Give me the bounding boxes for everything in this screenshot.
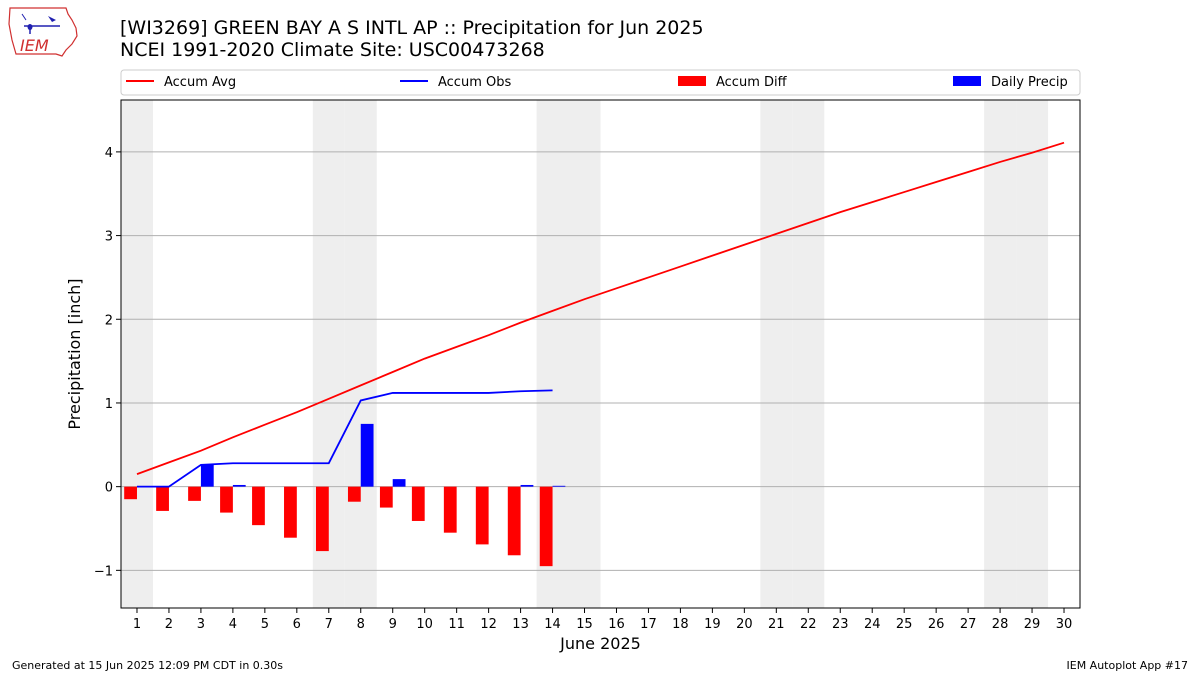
accum-diff-bar [411,486,425,521]
y-axis: −1 0 1 2 3 4 [94,146,121,579]
grid-lines [121,151,1080,571]
logo-text: IEM [20,36,49,55]
accum-diff-bar [284,486,297,538]
y-tick-label: 4 [105,146,113,161]
accum-diff-bar [188,486,201,501]
chart-subtitle: NCEI 1991-2020 Climate Site: USC00473268 [120,39,545,61]
series-lines [136,141,1065,488]
iem-logo: IEM [8,7,78,57]
daily-precip-bar [392,479,406,487]
accum-diff-bar [124,486,137,500]
x-tick-label: 30 [1056,617,1073,632]
x-tick-label: 10 [416,617,433,632]
x-tick-label: 9 [389,617,397,632]
x-tick-label: 13 [512,617,529,632]
x-axis-label: June 2025 [559,634,641,653]
x-tick-label: 1 [133,617,141,632]
weekend-band [121,100,153,608]
accum-diff-bar [220,486,233,513]
x-tick-label: 26 [928,617,945,632]
accum-diff-bar [347,486,361,502]
accum-avg-line [136,141,1065,475]
x-tick-label: 18 [672,617,689,632]
accum-diff-bar [507,486,521,556]
legend-label: Daily Precip [991,75,1068,90]
legend: Accum Avg Accum Obs Accum Diff Daily Precip [120,69,1081,96]
x-tick-label: 11 [448,617,465,632]
x-tick-label: 19 [704,617,721,632]
legend-label: Accum Obs [438,75,511,90]
legend-label: Accum Avg [164,75,236,90]
legend-swatch [953,76,981,86]
x-tick-label: 27 [960,617,977,632]
accum-diff-bar [252,486,265,526]
accum-diff-bar [156,486,169,511]
weekend-band [344,100,377,608]
x-tick-label: 14 [544,617,561,632]
app-credit: IEM Autoplot App #17 [1066,659,1189,672]
daily-precip-bar [360,423,374,487]
weekend-band [792,100,825,608]
plot-frame [120,99,1081,609]
y-tick-label: 1 [105,397,113,412]
x-tick-label: 28 [992,617,1009,632]
daily-precip-bar [552,485,566,487]
weekend-band [568,100,601,608]
x-tick-label: 15 [576,617,593,632]
x-tick-label: 20 [736,617,753,632]
x-tick-label: 12 [480,617,497,632]
x-tick-label: 29 [1024,617,1041,632]
x-tick-label: 6 [293,617,301,632]
x-tick-label: 7 [325,617,333,632]
x-tick-label: 4 [229,617,237,632]
accum-diff-bar [539,486,553,567]
x-tick-label: 21 [768,617,785,632]
chart-title: [WI3269] GREEN BAY A S INTL AP :: Precip… [120,17,704,39]
x-tick-label: 23 [832,617,849,632]
x-tick-label: 3 [197,617,205,632]
accum-diff-bar [315,486,329,552]
daily-precip-bar [520,484,534,487]
y-axis-label: Precipitation [inch] [65,278,84,429]
x-tick-label: 25 [896,617,913,632]
x-tick-label: 17 [640,617,657,632]
daily-precip-bar [232,484,246,487]
x-tick-label: 24 [864,617,881,632]
weekend-band [1016,100,1049,608]
generated-note: Generated at 15 Jun 2025 12:09 PM CDT in… [12,659,284,672]
accum-diff-bar [475,486,489,545]
x-tick-label: 2 [165,617,173,632]
weekend-band [984,100,1017,608]
weekend-band [760,100,793,608]
y-tick-label: 0 [105,481,113,496]
y-tick-label: 2 [105,313,113,328]
accum-diff-bar [379,486,393,508]
daily-precip-bar [200,464,214,487]
accum-diff-bar [443,486,457,533]
y-tick-label: 3 [105,230,113,245]
legend-box [120,69,1081,96]
x-tick-label: 22 [800,617,817,632]
legend-swatch [678,76,706,86]
x-tick-label: 5 [261,617,269,632]
accum-diff-bars [124,486,553,567]
y-tick-label: −1 [94,564,113,579]
x-tick-label: 8 [357,617,365,632]
x-axis: 1 2 3 4 5 6 7 8 9 10 11 12 13 14 15 16 17 18 19 20 21 22 23 24 2… [133,608,1072,632]
x-tick-label: 16 [608,617,625,632]
legend-label: Accum Diff [716,75,788,90]
weekend-shading [121,100,1049,608]
daily-precip-bars [136,423,566,487]
accum-obs-line [136,389,553,488]
